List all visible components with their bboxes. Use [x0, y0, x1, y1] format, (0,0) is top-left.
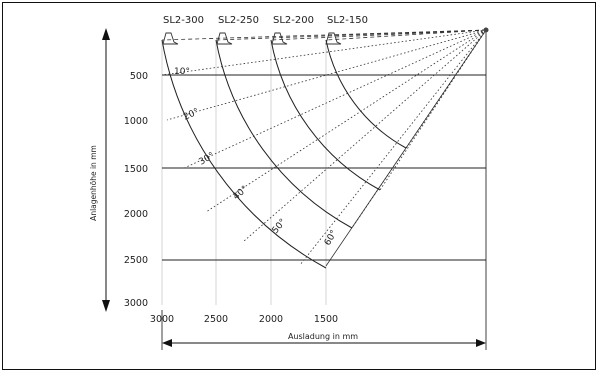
x-tick-1500: 1500	[314, 314, 338, 325]
y-tick-1500: 1500	[124, 164, 148, 175]
ray-3	[181, 29, 487, 170]
model-label-sl2-300: SL2-300	[163, 15, 204, 26]
ray-1	[161, 29, 487, 76]
y-tick-3000: 3000	[124, 298, 148, 309]
ray-10	[325, 29, 487, 41]
x-axis-arrow-left	[162, 339, 172, 347]
diagram-frame	[2, 2, 596, 370]
angle-label-20: 20°	[182, 107, 201, 123]
model-label-sl2-150: SL2-150	[327, 15, 368, 26]
y-tick-1000: 1000	[124, 116, 148, 127]
x-tick-3000: 3000	[150, 314, 174, 325]
model-icon-2	[271, 32, 288, 45]
angle-label-50: 50°	[271, 217, 289, 236]
y-tick-500: 500	[130, 71, 148, 82]
ray-0	[161, 29, 487, 41]
pivot-icon	[483, 27, 489, 33]
arc-sl2-200	[270, 39, 381, 191]
x-tick-2500: 2500	[204, 314, 228, 325]
ray-9	[270, 29, 487, 41]
y-axis-arrow-top	[102, 28, 110, 40]
arc-sl2-250	[215, 39, 353, 229]
grid	[161, 40, 486, 305]
model-label-sl2-200: SL2-200	[273, 15, 314, 26]
axes	[102, 28, 487, 350]
arc-sl2-300	[161, 39, 327, 269]
ray-6	[299, 29, 487, 266]
y-axis-arrow-bottom	[102, 300, 110, 312]
angle-label-40: 40°	[232, 184, 251, 202]
ray-4	[205, 29, 487, 213]
angle-label-30: 30°	[198, 151, 217, 168]
x-axis-label: Ausladung in mm	[288, 332, 358, 341]
ray-5	[243, 29, 487, 242]
y-tick-2000: 2000	[124, 209, 148, 220]
ray-8	[215, 29, 487, 41]
arc-sl2-150	[325, 39, 407, 149]
y-axis-label: Anlagenhöhe in mm	[89, 145, 98, 221]
angle-label-60: 60°	[323, 229, 340, 248]
model-icon-0	[162, 32, 179, 45]
x-axis-arrow-right	[476, 339, 486, 347]
model-label-sl2-250: SL2-250	[218, 15, 259, 26]
y-tick-2500: 2500	[124, 255, 148, 266]
angle-rays	[161, 29, 487, 267]
angle-label-10: 10°	[174, 67, 190, 77]
model-icon-1	[216, 32, 233, 45]
model-icon-3	[325, 32, 342, 45]
reach-arcs	[161, 39, 407, 269]
x-tick-2000: 2000	[259, 314, 283, 325]
model-icons	[162, 27, 489, 45]
